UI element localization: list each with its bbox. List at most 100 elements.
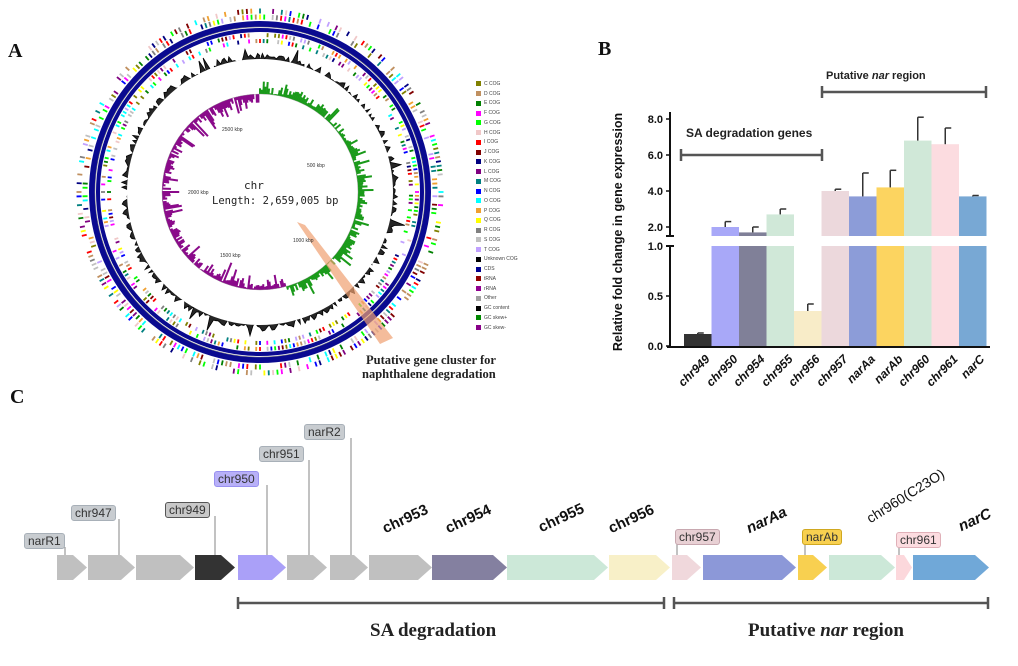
cog-tick — [287, 338, 291, 343]
cog-tick — [376, 61, 382, 67]
cog-tick — [175, 316, 180, 321]
gc-skew-bar — [329, 122, 333, 125]
gc-skew-bar — [227, 279, 231, 285]
cog-tick — [104, 275, 110, 280]
cog-tick — [166, 69, 171, 75]
gc-skew-bar — [266, 279, 270, 290]
cog-tick — [377, 88, 383, 93]
legend-swatch — [476, 100, 481, 106]
gc-skew-bar — [315, 271, 321, 278]
bar-chr954-lower — [739, 246, 767, 346]
cog-tick — [334, 319, 339, 325]
cog-tick — [138, 61, 144, 67]
cog-tick — [221, 342, 224, 347]
gc-skew-bar — [173, 143, 177, 147]
cog-tick — [115, 124, 120, 128]
cog-tick — [325, 54, 329, 59]
gc-skew-bar — [346, 237, 356, 244]
gc-skew-bar — [192, 119, 209, 137]
cog-tick — [195, 333, 199, 339]
cog-tick — [370, 290, 376, 295]
cog-tick — [202, 336, 206, 341]
cog-tick — [113, 147, 118, 151]
gc-skew-bar — [179, 245, 184, 250]
cog-tick — [135, 101, 140, 106]
gc-skew-bar — [308, 99, 315, 108]
gc-skew-bar — [340, 133, 346, 139]
gc-skew-bar — [216, 103, 225, 118]
legend-label: I COG — [484, 139, 499, 146]
legend-swatch — [476, 295, 481, 301]
gc-skew-bar — [346, 235, 351, 239]
cog-tick — [232, 368, 236, 374]
cog-tick — [328, 28, 332, 35]
cog-tick — [405, 223, 410, 226]
gc-skew-bar — [196, 116, 203, 123]
cog-tick — [297, 366, 301, 372]
gc-skew-bar — [185, 126, 191, 132]
gc-skew-bar — [167, 157, 170, 161]
gc-skew-bar — [338, 132, 342, 136]
cog-tick — [390, 66, 395, 72]
cog-tick — [200, 354, 204, 360]
cog-tick — [430, 242, 437, 246]
cog-tick — [341, 323, 345, 328]
cog-tick — [393, 80, 399, 85]
cog-tick — [377, 54, 383, 59]
cog-tick — [100, 267, 106, 272]
cog-tick — [111, 154, 116, 158]
gc-skew-bar — [336, 251, 343, 257]
cog-tick — [335, 32, 340, 38]
cog-tick — [236, 345, 239, 350]
gc-skew-bar — [172, 232, 180, 238]
cog-tick — [382, 275, 387, 280]
cog-tick — [404, 134, 409, 138]
legend-item: N COG — [476, 186, 518, 196]
cog-tick — [84, 220, 91, 223]
gc-skew-bar — [303, 97, 309, 106]
cog-tick — [296, 342, 299, 347]
cog-tick — [124, 120, 129, 124]
gc-skew-bar — [238, 280, 243, 289]
cog-tick — [395, 72, 401, 78]
cog-tick — [125, 312, 130, 318]
cog-tick — [133, 94, 138, 99]
cog-tick — [140, 327, 146, 333]
gc-skew-bar — [211, 275, 215, 279]
gene-arrow-chr954 — [432, 555, 507, 580]
bar-chr950-upper — [711, 227, 739, 236]
gc-skew-bar — [223, 100, 229, 108]
cog-tick — [433, 147, 439, 151]
cog-tick — [337, 54, 342, 59]
cog-tick — [387, 316, 392, 321]
cog-tick — [379, 314, 385, 320]
cog-tick — [423, 117, 429, 122]
cog-tick — [223, 11, 227, 17]
cog-tick — [284, 338, 287, 343]
cog-tick — [162, 35, 167, 41]
gc-skew-bar — [342, 243, 352, 250]
gc-skew-bar — [313, 103, 320, 112]
gc-skew-bar — [179, 134, 196, 148]
cog-tick — [133, 275, 138, 280]
cog-tick — [384, 319, 389, 324]
gc-skew-bar — [175, 140, 182, 146]
gc-skew-bar — [349, 229, 360, 236]
cog-tick — [297, 12, 301, 18]
gc-skew-bar — [332, 122, 338, 128]
nar-region-label: Putative nar region — [748, 620, 904, 642]
cog-tick — [307, 40, 310, 45]
cog-tick — [108, 169, 113, 172]
cog-tick — [368, 292, 373, 297]
gc-skew-bar — [189, 256, 196, 263]
cog-tick — [126, 73, 132, 79]
cog-tick — [198, 360, 202, 366]
legend-label: F COG — [484, 110, 500, 117]
legend-item: D COG — [476, 89, 518, 99]
cog-tick — [158, 340, 163, 346]
cog-tick — [367, 333, 373, 339]
cog-tick — [215, 365, 219, 371]
gc-skew-bar — [335, 252, 352, 267]
cog-tick — [125, 263, 131, 268]
cog-tick — [394, 126, 400, 131]
